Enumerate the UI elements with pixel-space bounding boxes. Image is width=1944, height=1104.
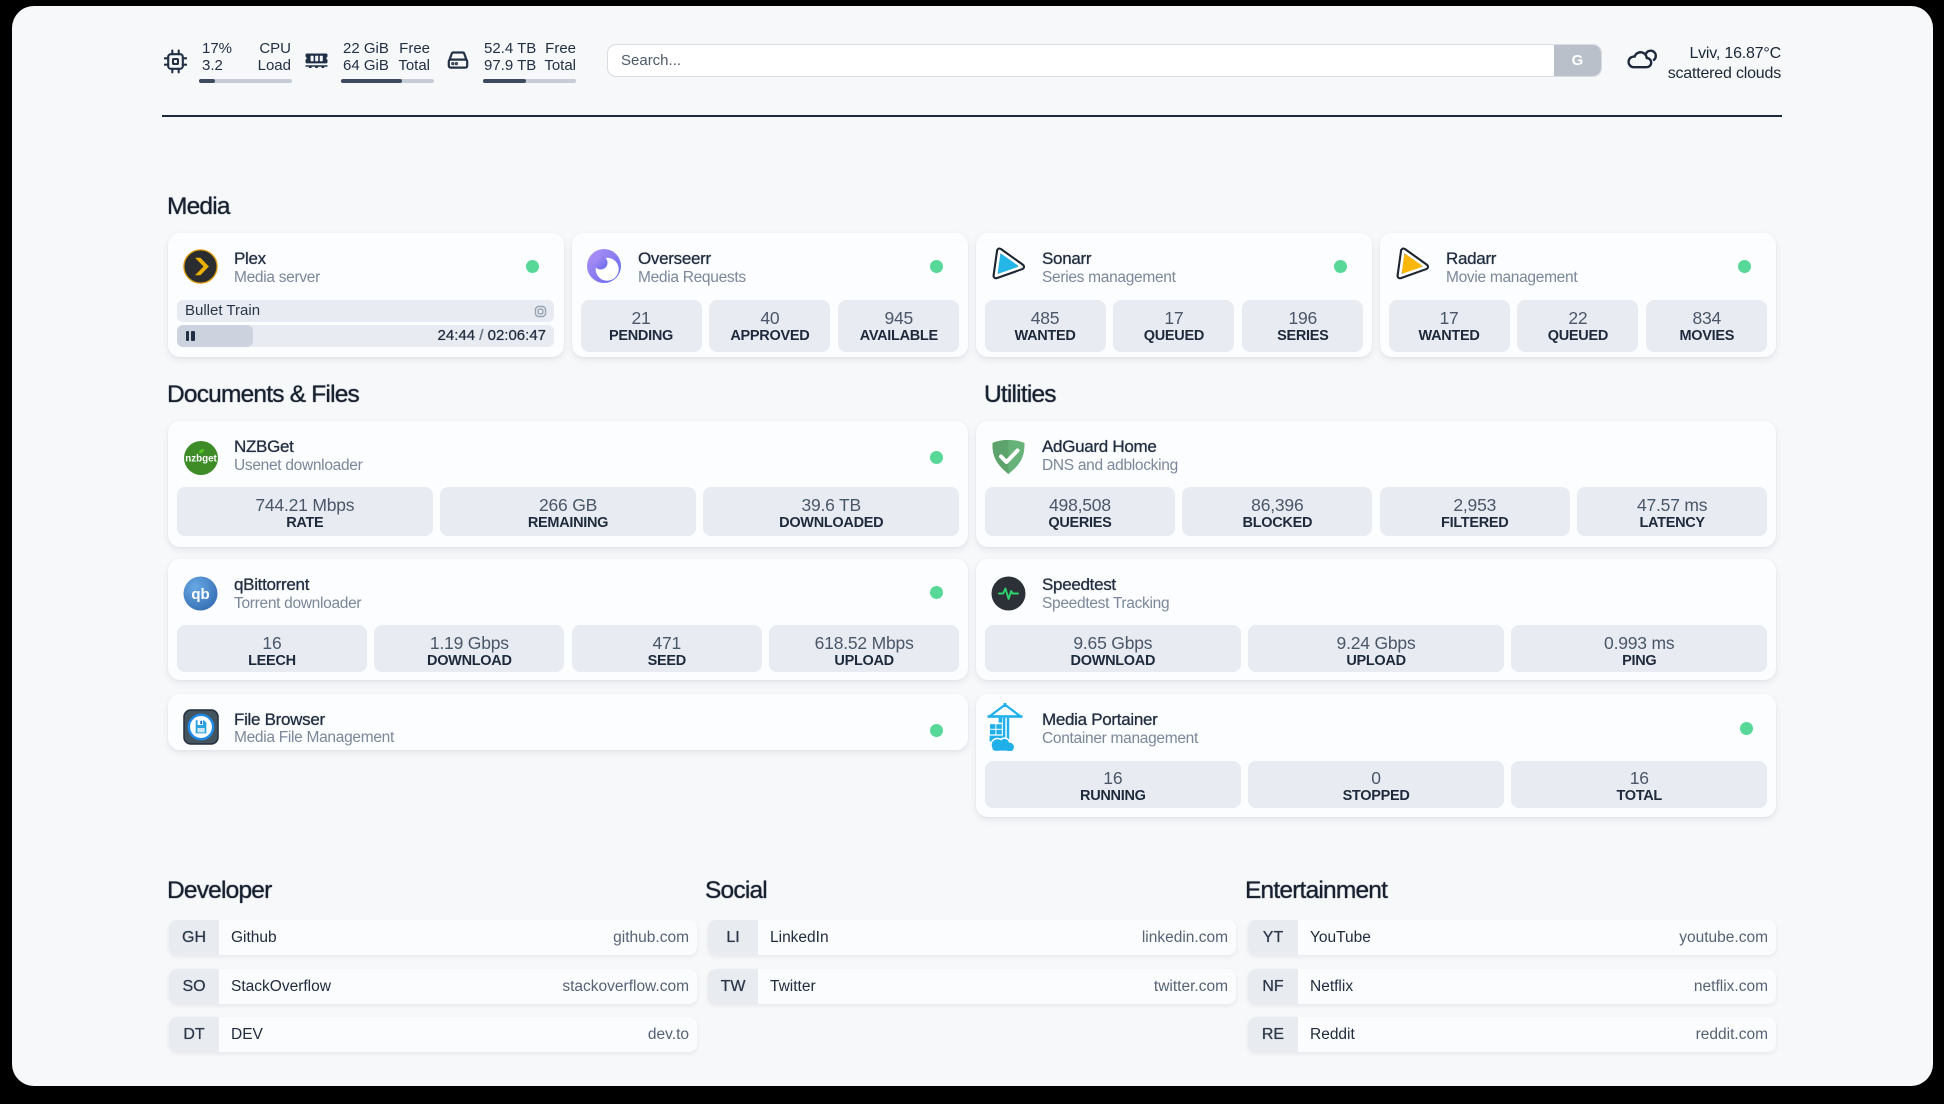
svg-text:nzbget: nzbget xyxy=(185,454,217,465)
svg-text:qb: qb xyxy=(191,586,209,603)
